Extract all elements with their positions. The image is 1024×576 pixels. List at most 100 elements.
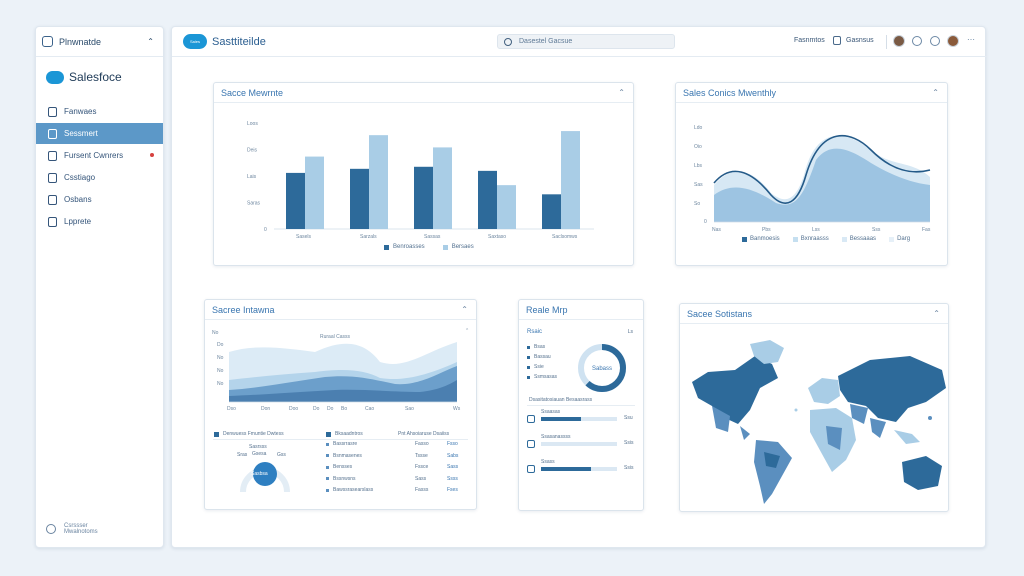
map-africa-central bbox=[826, 426, 842, 450]
legend-swatch bbox=[792, 236, 798, 242]
search-icon bbox=[504, 37, 512, 46]
legend-label: Bsas bbox=[534, 344, 546, 350]
table-header-1: Denwuess Fmuntie Dwtess bbox=[214, 431, 284, 437]
page-icon bbox=[48, 172, 57, 183]
legend-label: Bersaes bbox=[451, 244, 474, 250]
footer-line-2: Mwalnotoms bbox=[64, 529, 98, 535]
brand[interactable]: Salesfoce bbox=[36, 57, 163, 97]
expand-icon[interactable]: ⌃ bbox=[618, 88, 625, 97]
bar-series-light[interactable] bbox=[369, 135, 388, 229]
sidebar-footer[interactable]: Csrssser Mwalnotoms bbox=[46, 523, 98, 535]
bar-series-light[interactable] bbox=[305, 156, 324, 229]
table-cell: Fsso bbox=[447, 441, 458, 447]
gauge-value: Sasbsa bbox=[251, 471, 268, 477]
bar-series-light[interactable] bbox=[497, 185, 516, 229]
card-sales-intake: Sacree Intawna ⌃ Ruraal Casss No Do No N… bbox=[204, 299, 477, 510]
sidebar-item-4[interactable]: Osbans bbox=[36, 189, 163, 210]
map-australia bbox=[902, 456, 942, 490]
card-title: Sacce Mewrnte bbox=[221, 88, 284, 98]
progress-label: Ssass bbox=[541, 459, 555, 465]
collapse-icon[interactable]: ⌃ bbox=[465, 328, 469, 334]
expand-icon[interactable]: ⌃ bbox=[461, 305, 468, 314]
sidebar-item-1[interactable]: Sessmert bbox=[36, 123, 163, 144]
settings-icon[interactable] bbox=[912, 36, 922, 46]
sidebar-header[interactable]: Plnwnatde ⌃ bbox=[36, 27, 163, 57]
card-sales-monthly: Sales Conics Mwenthly ⌃ Ldo Oio Lbs Sas … bbox=[675, 82, 948, 266]
divider bbox=[676, 102, 947, 103]
legend-swatch bbox=[742, 236, 747, 242]
x-tick: Sss bbox=[872, 227, 881, 233]
y-tick: 0 bbox=[264, 227, 267, 233]
topbar-link-2[interactable]: Gasnsus bbox=[846, 37, 874, 44]
legend-swatch bbox=[527, 355, 530, 359]
bar-series-light[interactable] bbox=[433, 147, 452, 229]
divider bbox=[519, 319, 643, 320]
y-tick: 0 bbox=[704, 219, 707, 225]
line-series bbox=[713, 134, 931, 204]
cell-text: Bssnwsns bbox=[333, 475, 356, 482]
sidebar-item-2[interactable]: Fursent Cwnrers bbox=[36, 145, 163, 166]
table-cell: Bssnwsns bbox=[326, 476, 356, 482]
globe-icon[interactable] bbox=[930, 36, 940, 46]
sidebar-item-5[interactable]: Lpprete bbox=[36, 211, 163, 232]
table-cell: Sabs bbox=[447, 452, 459, 459]
avatar[interactable] bbox=[947, 35, 959, 47]
bar-series-dark[interactable] bbox=[286, 172, 305, 229]
card-reale-map: Reale Mrp Rsaic Ls Bsas Bassau Ssie Ssms… bbox=[518, 299, 644, 511]
page-icon bbox=[48, 216, 57, 227]
y-tick: Deis bbox=[247, 148, 258, 154]
x-tick: Do bbox=[313, 406, 320, 412]
table-header-label: Bksaadntros bbox=[335, 431, 363, 437]
card-sales-stations: Sacee Sotistans ⌃ bbox=[679, 303, 949, 512]
legend-item: Bsas bbox=[527, 342, 557, 352]
table-cell: Fses bbox=[447, 487, 458, 493]
x-tick: Cao bbox=[365, 406, 374, 412]
progress-track bbox=[541, 442, 617, 446]
legend-label: Ssie bbox=[534, 364, 544, 370]
legend-swatch bbox=[527, 365, 530, 369]
gauge-right: Gss bbox=[277, 452, 286, 458]
donut-arc bbox=[578, 344, 626, 392]
legend-swatch bbox=[527, 345, 530, 349]
table-cell: Sass bbox=[415, 475, 427, 482]
map-japan bbox=[928, 416, 932, 420]
bar-series-dark[interactable] bbox=[478, 170, 497, 229]
search-placeholder: Dasestel Gacsue bbox=[519, 38, 573, 45]
collapse-icon[interactable]: ⌃ bbox=[933, 309, 940, 318]
chart-legend: Benroasses Bersaes bbox=[384, 244, 474, 250]
gauge-left: Sras bbox=[237, 452, 248, 458]
y-tick: No bbox=[217, 355, 224, 361]
gauge-label: Sasrsss bbox=[249, 444, 267, 450]
sidebar-item-0[interactable]: Fanwaes bbox=[36, 101, 163, 122]
bar-series-dark[interactable] bbox=[350, 168, 369, 229]
x-tick: Fas bbox=[922, 227, 931, 233]
table-cell: Fasss bbox=[415, 487, 429, 493]
salesforce-logo-icon[interactable]: Sales bbox=[183, 34, 207, 49]
y-tick: No bbox=[212, 330, 219, 336]
bar-series-dark[interactable] bbox=[542, 194, 561, 229]
y-tick: Oio bbox=[694, 144, 702, 150]
card-title: Sacree Intawna bbox=[212, 305, 275, 315]
bar-series-light[interactable] bbox=[561, 131, 580, 229]
table-header-label: Denwuess Fmuntie Dwtess bbox=[223, 431, 284, 437]
page-icon bbox=[48, 194, 57, 205]
expand-icon[interactable]: ⌃ bbox=[932, 88, 939, 97]
bar-series-dark[interactable] bbox=[414, 166, 433, 229]
gauge bbox=[240, 462, 290, 493]
subtitle: Rsaic bbox=[527, 329, 543, 335]
row-marker bbox=[326, 488, 329, 492]
chevron-up-icon[interactable]: ⌃ bbox=[147, 37, 154, 46]
user-icon[interactable] bbox=[833, 36, 841, 45]
search-input[interactable]: Dasestel Gacsue bbox=[497, 34, 675, 49]
sidebar-item-3[interactable]: Csstiago bbox=[36, 167, 163, 188]
map-middle-east bbox=[850, 404, 868, 424]
cell-text: Bassrrasre bbox=[333, 441, 358, 447]
more-icon[interactable]: ⋯ bbox=[967, 35, 975, 44]
table-cell: Sass bbox=[447, 464, 459, 470]
row-icon bbox=[527, 415, 535, 423]
legend-swatch bbox=[527, 375, 530, 379]
x-tick: Saclsomws bbox=[552, 234, 578, 240]
topbar-link-1[interactable]: Fasnmtos bbox=[794, 37, 825, 44]
avatar[interactable] bbox=[893, 35, 905, 47]
help-icon bbox=[46, 524, 56, 534]
